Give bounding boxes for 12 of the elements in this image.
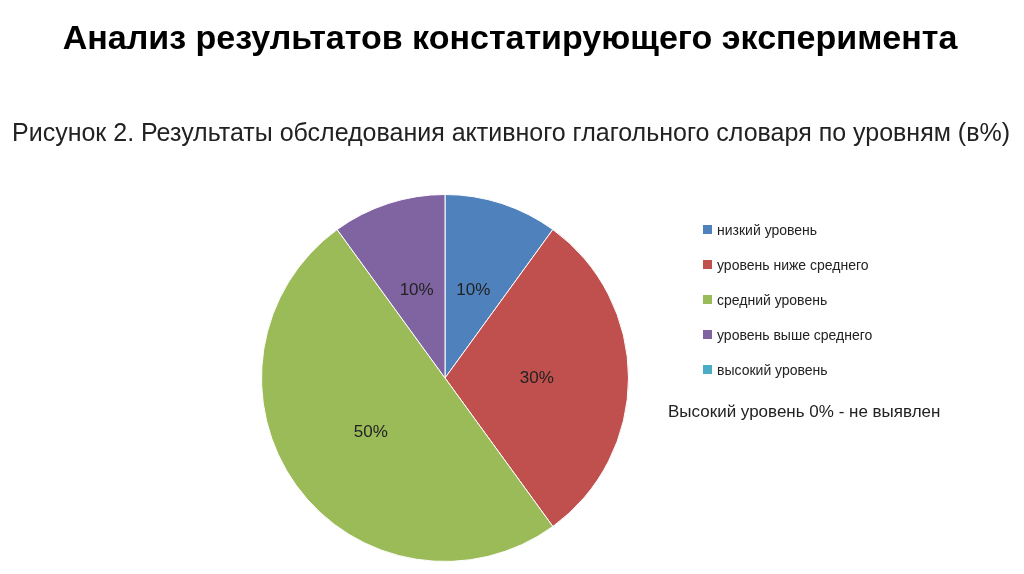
data-label: 10% xyxy=(399,280,434,300)
legend-label: уровень ниже среднего xyxy=(717,256,869,273)
chart-title: Анализ результатов констатирующего эксперимента xyxy=(61,17,959,58)
text: Высокий уровень 0% - не выявлен xyxy=(668,402,941,422)
chart-subtitle: Рисунок 2. Результаты обследования активного глагольного словаря по уровням (в%) xyxy=(12,117,1011,148)
legend-label: низкий уровень xyxy=(717,221,818,238)
legend-label: средний уровень xyxy=(717,291,828,308)
legend-label: уровень выше среднего xyxy=(717,326,873,343)
data-label: 50% xyxy=(353,421,388,441)
data-label: 10% xyxy=(456,280,491,300)
data-label: 30% xyxy=(519,367,554,387)
legend-label: высокий уровень xyxy=(717,361,828,378)
